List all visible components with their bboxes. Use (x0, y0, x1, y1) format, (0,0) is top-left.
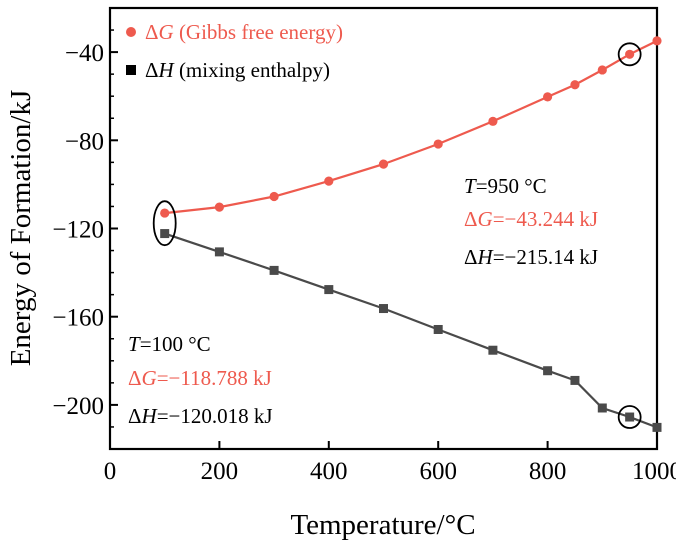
highlight-circles (152, 42, 642, 429)
data-point-dh (488, 345, 498, 355)
legend-marker-dg (126, 27, 136, 37)
x-tick-label: 600 (419, 458, 457, 485)
data-point-dg (324, 176, 334, 186)
data-point-dg (625, 49, 635, 59)
x-tick-label: 1000 (632, 458, 676, 485)
data-point-dg (570, 80, 580, 90)
data-point-dh (214, 247, 224, 257)
data-point-dh (543, 366, 553, 376)
legend: ΔG (Gibbs free energy) ΔH (mixing enthal… (126, 20, 343, 82)
data-point-dg (214, 202, 224, 212)
y-tick-label: −120 (52, 217, 104, 244)
highlight-circle (617, 42, 642, 67)
y-tick-label: −160 (52, 305, 104, 332)
series-lines (164, 39, 658, 429)
annotation-high-temp: T=950 °C ΔG=−43.244 kJ ΔH=−215.14 kJ (464, 174, 598, 269)
data-point-dh (570, 375, 580, 385)
anno-low-t: T=100 °C (128, 332, 211, 356)
data-point-dg (543, 92, 553, 102)
anno-low-dg: ΔG=−118.788 kJ (128, 366, 272, 390)
data-point-dg (652, 36, 662, 46)
x-tick-label: 0 (104, 458, 117, 485)
highlight-circle (617, 405, 642, 429)
annotation-low-temp: T=100 °C ΔG=−118.788 kJ ΔH=−120.018 kJ (128, 332, 273, 428)
x-tick-label: 400 (310, 458, 348, 485)
data-point-dh (160, 229, 170, 239)
series-markers (160, 36, 662, 432)
y-tick-label: −40 (65, 40, 104, 67)
data-point-dg (160, 208, 170, 218)
data-point-dh (625, 412, 635, 422)
axis-ticks: 0 200 400 600 800 1000 −40 −80 −120 −160 −200 (52, 29, 676, 485)
legend-label-dg: ΔG (Gibbs free energy) (145, 20, 343, 44)
y-axis-label: Energy of Formation/kJ (5, 90, 37, 367)
data-point-dh (597, 403, 607, 413)
data-point-dh (652, 422, 662, 432)
anno-low-dh: ΔH=−120.018 kJ (128, 404, 273, 428)
anno-high-dh: ΔH=−215.14 kJ (464, 245, 598, 269)
data-point-dg (597, 65, 607, 75)
data-point-dg (488, 116, 498, 126)
anno-high-t: T=950 °C (464, 174, 547, 198)
anno-high-dg: ΔG=−43.244 kJ (464, 207, 598, 231)
data-point-dh (379, 304, 388, 314)
highlight-ellipse (152, 200, 177, 247)
y-tick-label: −80 (65, 128, 104, 155)
x-tick-label: 800 (529, 458, 567, 485)
legend-label-dh: ΔH (mixing enthalpy) (145, 58, 330, 82)
x-tick-label: 200 (201, 458, 239, 485)
legend-marker-dh (126, 65, 136, 75)
data-point-dg (433, 139, 443, 149)
series-line-0 (164, 39, 658, 215)
data-point-dh (269, 265, 279, 275)
x-axis-label: Temperature/°C (290, 509, 475, 541)
data-point-dg (269, 191, 279, 202)
series-line-1 (164, 232, 658, 429)
data-point-dh (324, 285, 334, 295)
data-point-dh (433, 324, 443, 334)
y-tick-label: −200 (52, 393, 104, 420)
data-point-dg (378, 159, 389, 169)
